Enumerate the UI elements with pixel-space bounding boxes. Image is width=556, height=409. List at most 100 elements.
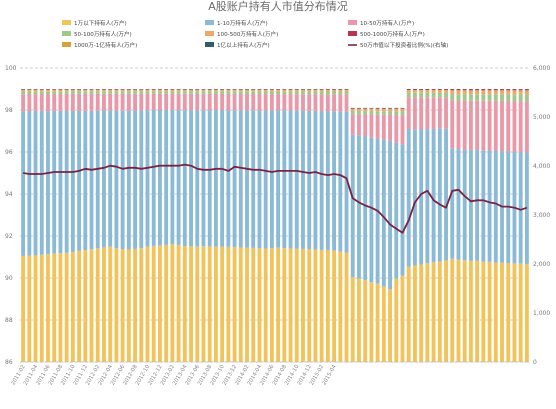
bar-segment: [269, 91, 274, 95]
bar-stack: [158, 89, 162, 362]
bar-stack: [64, 89, 69, 362]
bar-segment: [145, 93, 150, 111]
bar-segment: [83, 91, 88, 94]
bar-segment: [276, 110, 281, 248]
bar-segment: [226, 89, 231, 92]
ratio-line: [22, 163, 528, 234]
bar-stack: [89, 89, 94, 362]
bar-segment: [338, 251, 343, 362]
bar-segment: [487, 100, 492, 151]
bar-segment: [120, 91, 125, 94]
y-left-tick-label: 88: [5, 317, 13, 324]
bar-segment: [58, 89, 63, 92]
y-left-tick-label: 98: [5, 107, 13, 114]
bar-segment: [288, 89, 293, 92]
chart-title: A股账户持有人市值分布情况: [208, 0, 348, 13]
bar-segment: [363, 114, 368, 137]
bar-segment: [425, 89, 430, 93]
bar-segment: [77, 89, 82, 92]
legend-item: 50万市值以下投资者比例(%)(右轴): [348, 41, 448, 49]
bar-segment: [487, 150, 492, 262]
bar-segment: [475, 150, 480, 261]
bar-segment: [201, 93, 206, 111]
bar-segment: [70, 89, 75, 92]
bar-segment: [512, 89, 517, 91]
bar-segment: [431, 92, 436, 98]
bar-segment: [394, 108, 399, 109]
bar-segment: [294, 91, 299, 95]
bar-stack: [170, 89, 175, 362]
bar-stack: [462, 89, 467, 362]
bar-segment: [468, 89, 473, 91]
bar-stack: [444, 89, 448, 362]
bar-segment: [456, 149, 461, 260]
bar-segment: [425, 92, 430, 98]
bar-stack: [257, 89, 262, 362]
bar-segment: [114, 110, 119, 249]
bar-segment: [363, 279, 368, 362]
bar-segment: [301, 89, 305, 92]
bar-segment: [170, 89, 175, 92]
bar-segment: [301, 91, 305, 95]
bar-segment: [52, 93, 57, 111]
bar-stack: [120, 89, 125, 362]
bar-segment: [220, 93, 225, 111]
bar-segment: [58, 110, 63, 254]
bar-segment: [282, 94, 287, 111]
bar-stack: [369, 107, 374, 362]
bar-stack: [487, 89, 492, 362]
bar-stack: [207, 89, 212, 362]
legend: 1万以下持有人(万户) 1-10万持有人(万户) 10-50万持有人(万户) 50-1…: [62, 19, 448, 49]
bar-segment: [388, 108, 392, 112]
y-right-tick-label: 4,000: [533, 163, 550, 170]
bar-stack: [189, 89, 193, 362]
bar-segment: [207, 110, 212, 247]
bar-segment: [512, 90, 517, 95]
bar-segment: [39, 110, 44, 255]
legend-item: 50-100万持有人(万户): [62, 30, 132, 38]
bar-segment: [232, 110, 237, 248]
bar-segment: [108, 89, 113, 92]
bar-stack: [164, 89, 169, 362]
bar-segment: [357, 135, 361, 279]
bar-segment: [357, 114, 361, 136]
bar-segment: [468, 94, 473, 101]
bar-segment: [108, 246, 113, 362]
bar-segment: [108, 110, 113, 247]
bar-segment: [400, 111, 405, 116]
legend-item: 10-50万持有人(万户): [348, 19, 414, 27]
bar-segment: [77, 93, 82, 111]
bar-segment: [500, 90, 504, 95]
bar-segment: [456, 94, 461, 101]
bar-segment: [21, 255, 26, 362]
bars: [21, 89, 529, 362]
bar-segment: [468, 149, 473, 261]
bar-segment: [375, 111, 380, 115]
bar-segment: [95, 91, 100, 94]
bar-segment: [313, 91, 318, 95]
bar-segment: [145, 89, 150, 92]
bar-segment: [425, 263, 430, 362]
bar-segment: [518, 89, 523, 91]
bar-segment: [232, 93, 237, 111]
bar-segment: [89, 93, 94, 111]
bar-segment: [201, 110, 206, 247]
bar-segment: [413, 90, 417, 93]
bar-stack: [33, 89, 38, 362]
bar-segment: [207, 91, 212, 94]
bar-stack: [195, 89, 200, 362]
bar-segment: [70, 252, 75, 362]
bar-segment: [126, 93, 131, 111]
bar-segment: [518, 263, 523, 362]
bar-segment: [27, 110, 32, 256]
bar-segment: [139, 248, 144, 362]
bar-segment: [164, 91, 169, 94]
bar-segment: [444, 89, 448, 90]
bar-segment: [64, 93, 69, 112]
bar-segment: [307, 91, 312, 95]
bar-segment: [313, 89, 318, 92]
bar-segment: [357, 278, 361, 362]
bar-segment: [338, 111, 343, 252]
bar-segment: [133, 110, 137, 249]
